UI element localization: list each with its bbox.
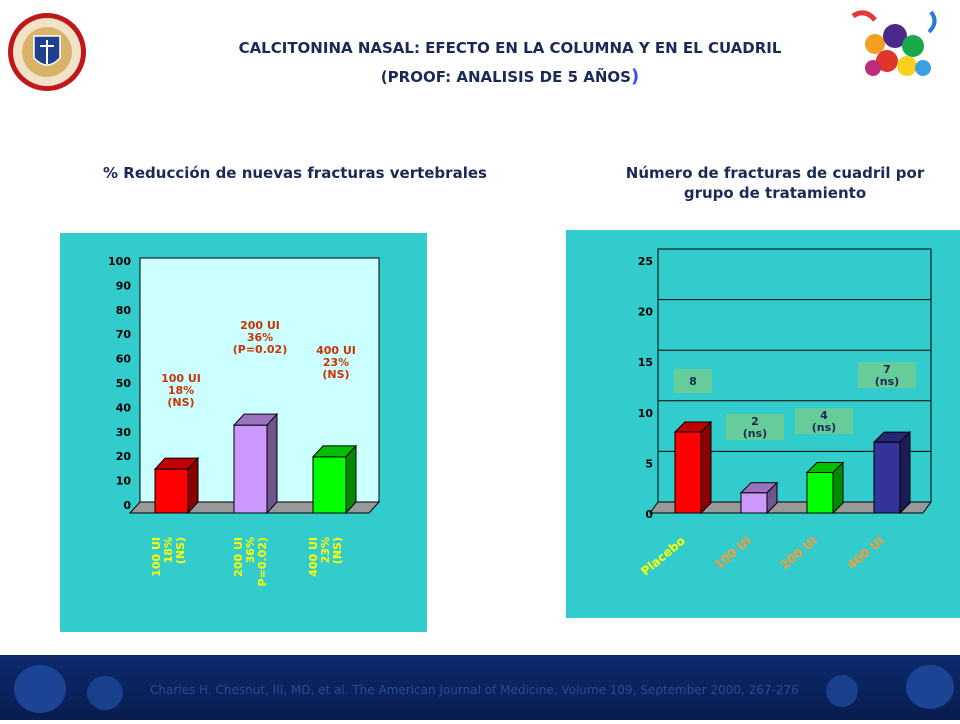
y-tick-label: 5 xyxy=(645,457,653,470)
bar-annotation: 4 xyxy=(820,409,828,422)
footer-decoration xyxy=(14,665,954,713)
y-tick-label: 30 xyxy=(116,426,132,439)
bar-annotation: 36% xyxy=(247,331,273,344)
y-tick-label: 50 xyxy=(116,377,132,390)
right-chart-subtitle: Número de fracturas de cuadril por grupo… xyxy=(590,163,960,203)
bar-100-ui xyxy=(739,481,779,515)
x-tick-label: (NS) xyxy=(174,537,187,564)
bar-annotation: (ns) xyxy=(875,375,899,388)
bar-annotation: (ns) xyxy=(812,421,836,434)
x-tick-label: 200 UI xyxy=(778,534,820,573)
y-tick-label: 20 xyxy=(638,306,654,319)
bar-400-ui xyxy=(311,444,358,515)
title-line2-text: (PROOF: ANALISIS DE 5 AÑOS xyxy=(380,68,631,86)
y-tick-label: 90 xyxy=(116,279,132,292)
bar-annotation: 8 xyxy=(689,375,697,388)
bar-annotation: (P=0.02) xyxy=(233,343,287,356)
university-seal-logo xyxy=(6,10,88,94)
y-tick-label: 40 xyxy=(116,401,132,414)
bar-annotation: 200 UI xyxy=(240,319,280,332)
slide-title-line2: (PROOF: ANALISIS DE 5 AÑOS) xyxy=(150,66,870,87)
hip-fracture-chart-panel: 0 5 10 15 20 25 8 2 (ns) 4 (ns) 7 (ns) Placebo 100 UI 2… xyxy=(566,230,960,618)
y-tick-label: 20 xyxy=(116,450,132,463)
y-tick-label: 25 xyxy=(638,255,653,268)
bar-annotation: (NS) xyxy=(322,368,349,381)
slide-title-line1: CALCITONINA NASAL: EFECTO EN LA COLUMNA … xyxy=(238,39,782,57)
y-tick-label: 70 xyxy=(116,328,132,341)
bar-annotation: 400 UI xyxy=(316,344,356,357)
right-subtitle-line2: grupo de tratamiento xyxy=(683,184,867,202)
bar-annotation: 7 xyxy=(883,363,891,376)
x-tick-label: P=0.02) xyxy=(256,537,269,586)
x-tick-label: 200 UI xyxy=(232,537,245,577)
bar-200-ui xyxy=(232,412,279,515)
title-line2-close-paren: ) xyxy=(630,66,640,87)
x-tick-label: 36% xyxy=(244,537,257,563)
annotation-box xyxy=(858,362,916,388)
y-tick-label: 80 xyxy=(116,304,132,317)
citation-text: Charles H. Chesnut, III, MD, et al. The … xyxy=(150,683,799,697)
x-tick-label: 400 UI xyxy=(307,537,320,577)
bar-placebo xyxy=(673,420,713,515)
footer-bar xyxy=(0,655,960,720)
x-tick-label: 23% xyxy=(319,537,332,563)
y-tick-label: 0 xyxy=(645,508,653,521)
bar-200-ui xyxy=(805,461,845,515)
annotation-box xyxy=(726,414,784,440)
y-tick-label: 0 xyxy=(123,499,131,512)
left-chart-subtitle: % Reducción de nuevas fracturas vertebra… xyxy=(103,164,487,182)
bar-400-ui xyxy=(872,430,912,515)
bar-annotation: 18% xyxy=(168,384,194,397)
y-tick-label: 60 xyxy=(116,353,132,366)
bar-annotation: 23% xyxy=(323,356,349,369)
y-tick-label: 100 xyxy=(108,255,131,268)
congress-logo xyxy=(845,6,945,86)
annotation-box xyxy=(795,408,853,434)
x-tick-label: 100 UI xyxy=(150,537,163,577)
bar-100-ui xyxy=(153,456,200,515)
y-tick-label: 10 xyxy=(638,407,654,420)
x-tick-label: 18% xyxy=(162,537,175,563)
bar-annotation: 100 UI xyxy=(161,372,201,385)
bar-annotation: (ns) xyxy=(743,427,767,440)
y-tick-label: 10 xyxy=(116,475,132,488)
bar-annotation: 2 xyxy=(751,415,759,428)
vertebral-fracture-chart-panel: 0 10 20 30 40 50 60 70 80 90 100 100 UI 18% (NS) 200 U… xyxy=(60,233,427,632)
bar-annotation: (NS) xyxy=(167,396,194,409)
x-tick-label: (NS) xyxy=(331,537,344,564)
y-tick-label: 15 xyxy=(638,356,653,369)
x-tick-label: Placebo xyxy=(638,534,688,579)
right-subtitle-line1: Número de fracturas de cuadril por xyxy=(625,164,925,182)
x-tick-label: 400 UI xyxy=(845,534,887,573)
x-tick-label: 100 UI xyxy=(712,534,754,573)
annotation-box xyxy=(674,369,712,393)
